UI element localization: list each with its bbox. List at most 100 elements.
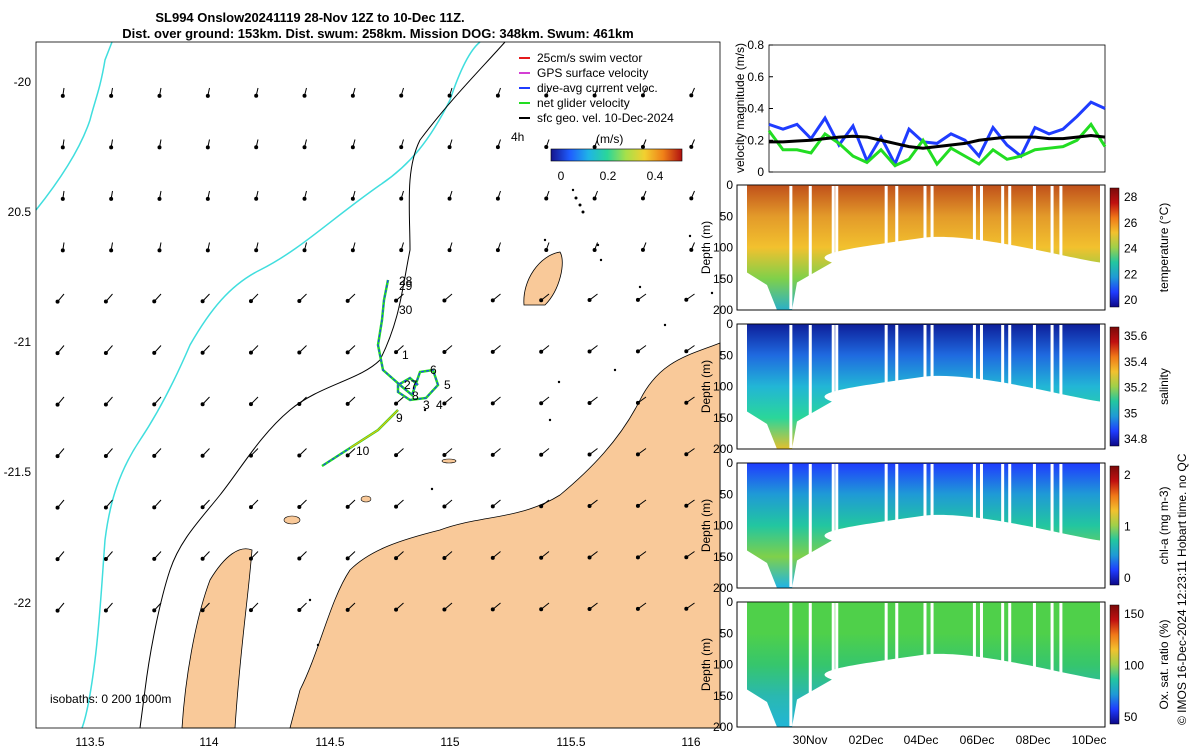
colorbar-tick: 100 bbox=[1124, 659, 1144, 673]
section-colorbar-label: chl-a (mg m-3) bbox=[1157, 486, 1171, 564]
current-arrow bbox=[490, 293, 501, 303]
current-arrow bbox=[442, 448, 453, 458]
isobath-200m bbox=[139, 41, 506, 729]
footer-note: © IMOS 16-Dec-2024 12:23:11 Hobart time.… bbox=[1175, 453, 1189, 725]
velocity-series-line bbox=[767, 121, 1107, 168]
current-arrow bbox=[539, 345, 550, 354]
current-arrow bbox=[109, 190, 114, 201]
current-arrow bbox=[345, 293, 356, 303]
depth-tick: 200 bbox=[713, 303, 733, 317]
section-colorbar bbox=[1109, 465, 1120, 586]
current-arrow bbox=[394, 499, 404, 509]
velocity-y-tick: 0.4 bbox=[747, 102, 764, 116]
velocity-series-line bbox=[769, 133, 1106, 150]
current-arrow bbox=[635, 448, 647, 457]
depth-tick: 50 bbox=[720, 348, 734, 362]
current-arrow bbox=[447, 190, 453, 201]
map-x-tick: 115 bbox=[440, 735, 459, 749]
depth-tick: 50 bbox=[720, 209, 734, 223]
map-x-tick: 114.5 bbox=[315, 735, 344, 749]
time-step-label: 4h bbox=[511, 130, 524, 144]
map-y-tick: 20.5 bbox=[8, 205, 32, 219]
current-arrow bbox=[157, 190, 162, 201]
current-arrow bbox=[345, 448, 356, 458]
depth-tick: 100 bbox=[713, 658, 733, 672]
current-arrow bbox=[254, 139, 259, 150]
section-colorbar bbox=[1109, 604, 1120, 725]
section-colorbar bbox=[1109, 326, 1120, 447]
current-arrow bbox=[205, 242, 210, 253]
title-line-1: SL994 Onslow20241119 28-Nov 12Z to 10-De… bbox=[155, 10, 464, 25]
current-arrow bbox=[684, 448, 695, 457]
current-arrow bbox=[205, 139, 210, 150]
land-peninsula bbox=[181, 548, 253, 729]
current-arrow bbox=[399, 242, 404, 253]
current-arrow bbox=[490, 396, 501, 406]
depth-tick: 200 bbox=[713, 442, 733, 456]
current-arrow bbox=[103, 396, 113, 407]
current-arrow bbox=[248, 293, 259, 304]
current-arrow bbox=[205, 190, 210, 201]
current-arrow bbox=[350, 242, 356, 253]
depth-label: Depth (m) bbox=[699, 499, 713, 552]
date-tick: 04Dec bbox=[904, 733, 939, 747]
current-arrow bbox=[345, 345, 356, 355]
colorbar-tick: 22 bbox=[1124, 267, 1138, 281]
current-arrow bbox=[55, 448, 65, 459]
current-arrow bbox=[152, 602, 162, 613]
date-tick: 02Dec bbox=[849, 733, 884, 747]
current-arrow bbox=[592, 242, 598, 252]
current-arrow bbox=[539, 293, 550, 303]
day-label: 27 bbox=[404, 378, 418, 392]
current-arrow bbox=[200, 345, 210, 355]
speed-cbar-tick: 0 bbox=[558, 169, 565, 183]
colorbar-tick: 35 bbox=[1124, 406, 1138, 420]
current-arrow bbox=[152, 396, 162, 407]
current-arrow bbox=[689, 139, 695, 149]
day-label: 9 bbox=[396, 411, 403, 425]
current-arrow bbox=[495, 242, 501, 253]
current-arrow bbox=[442, 345, 453, 355]
map-x-tick: 115.5 bbox=[556, 735, 585, 749]
current-arrow bbox=[152, 345, 162, 355]
current-arrow bbox=[109, 139, 114, 150]
isobaths-label: isobaths: 0 200 1000m bbox=[50, 692, 171, 706]
map-y-tick: -21.5 bbox=[4, 465, 32, 479]
velocity-ylabel: velocity magnitude (m/s) bbox=[733, 43, 747, 173]
day-label: 5 bbox=[444, 378, 451, 392]
current-arrow bbox=[394, 345, 404, 355]
current-arrow bbox=[442, 602, 453, 612]
day-label: 30 bbox=[399, 303, 413, 317]
current-arrow bbox=[539, 396, 550, 406]
current-arrow bbox=[205, 87, 210, 98]
velocity-panel: 0 0.2 0.4 0.6 0.8 velocity magnitude (m/s) bbox=[733, 38, 1107, 179]
velocity-y-tick: 0.2 bbox=[747, 133, 764, 147]
land-mainland bbox=[289, 342, 721, 729]
depth-tick: 150 bbox=[713, 272, 733, 286]
current-arrow bbox=[539, 499, 550, 509]
current-arrow bbox=[55, 499, 65, 510]
current-arrow bbox=[157, 87, 162, 98]
current-arrow bbox=[302, 139, 307, 150]
depth-tick: 0 bbox=[726, 178, 733, 192]
current-arrow bbox=[200, 602, 210, 613]
colorbar-tick: 150 bbox=[1124, 607, 1144, 621]
current-arrow bbox=[447, 242, 453, 253]
day-label: 10 bbox=[356, 444, 370, 458]
current-arrow bbox=[200, 551, 210, 561]
current-arrow bbox=[103, 448, 113, 459]
current-arrow bbox=[684, 499, 695, 508]
depth-label: Depth (m) bbox=[699, 221, 713, 274]
day-label: 8 bbox=[412, 389, 419, 403]
colorbar-tick: 35.2 bbox=[1124, 381, 1148, 395]
colorbar-tick: 50 bbox=[1124, 710, 1138, 724]
current-arrow bbox=[684, 551, 695, 560]
current-vector-field bbox=[55, 87, 695, 613]
current-arrow bbox=[635, 551, 647, 560]
current-arrow bbox=[635, 293, 647, 302]
day-label: 3 bbox=[423, 398, 430, 412]
colorbar-tick: 26 bbox=[1124, 216, 1138, 230]
current-arrow bbox=[394, 396, 404, 406]
current-arrow bbox=[248, 551, 259, 561]
current-arrow bbox=[442, 551, 453, 561]
